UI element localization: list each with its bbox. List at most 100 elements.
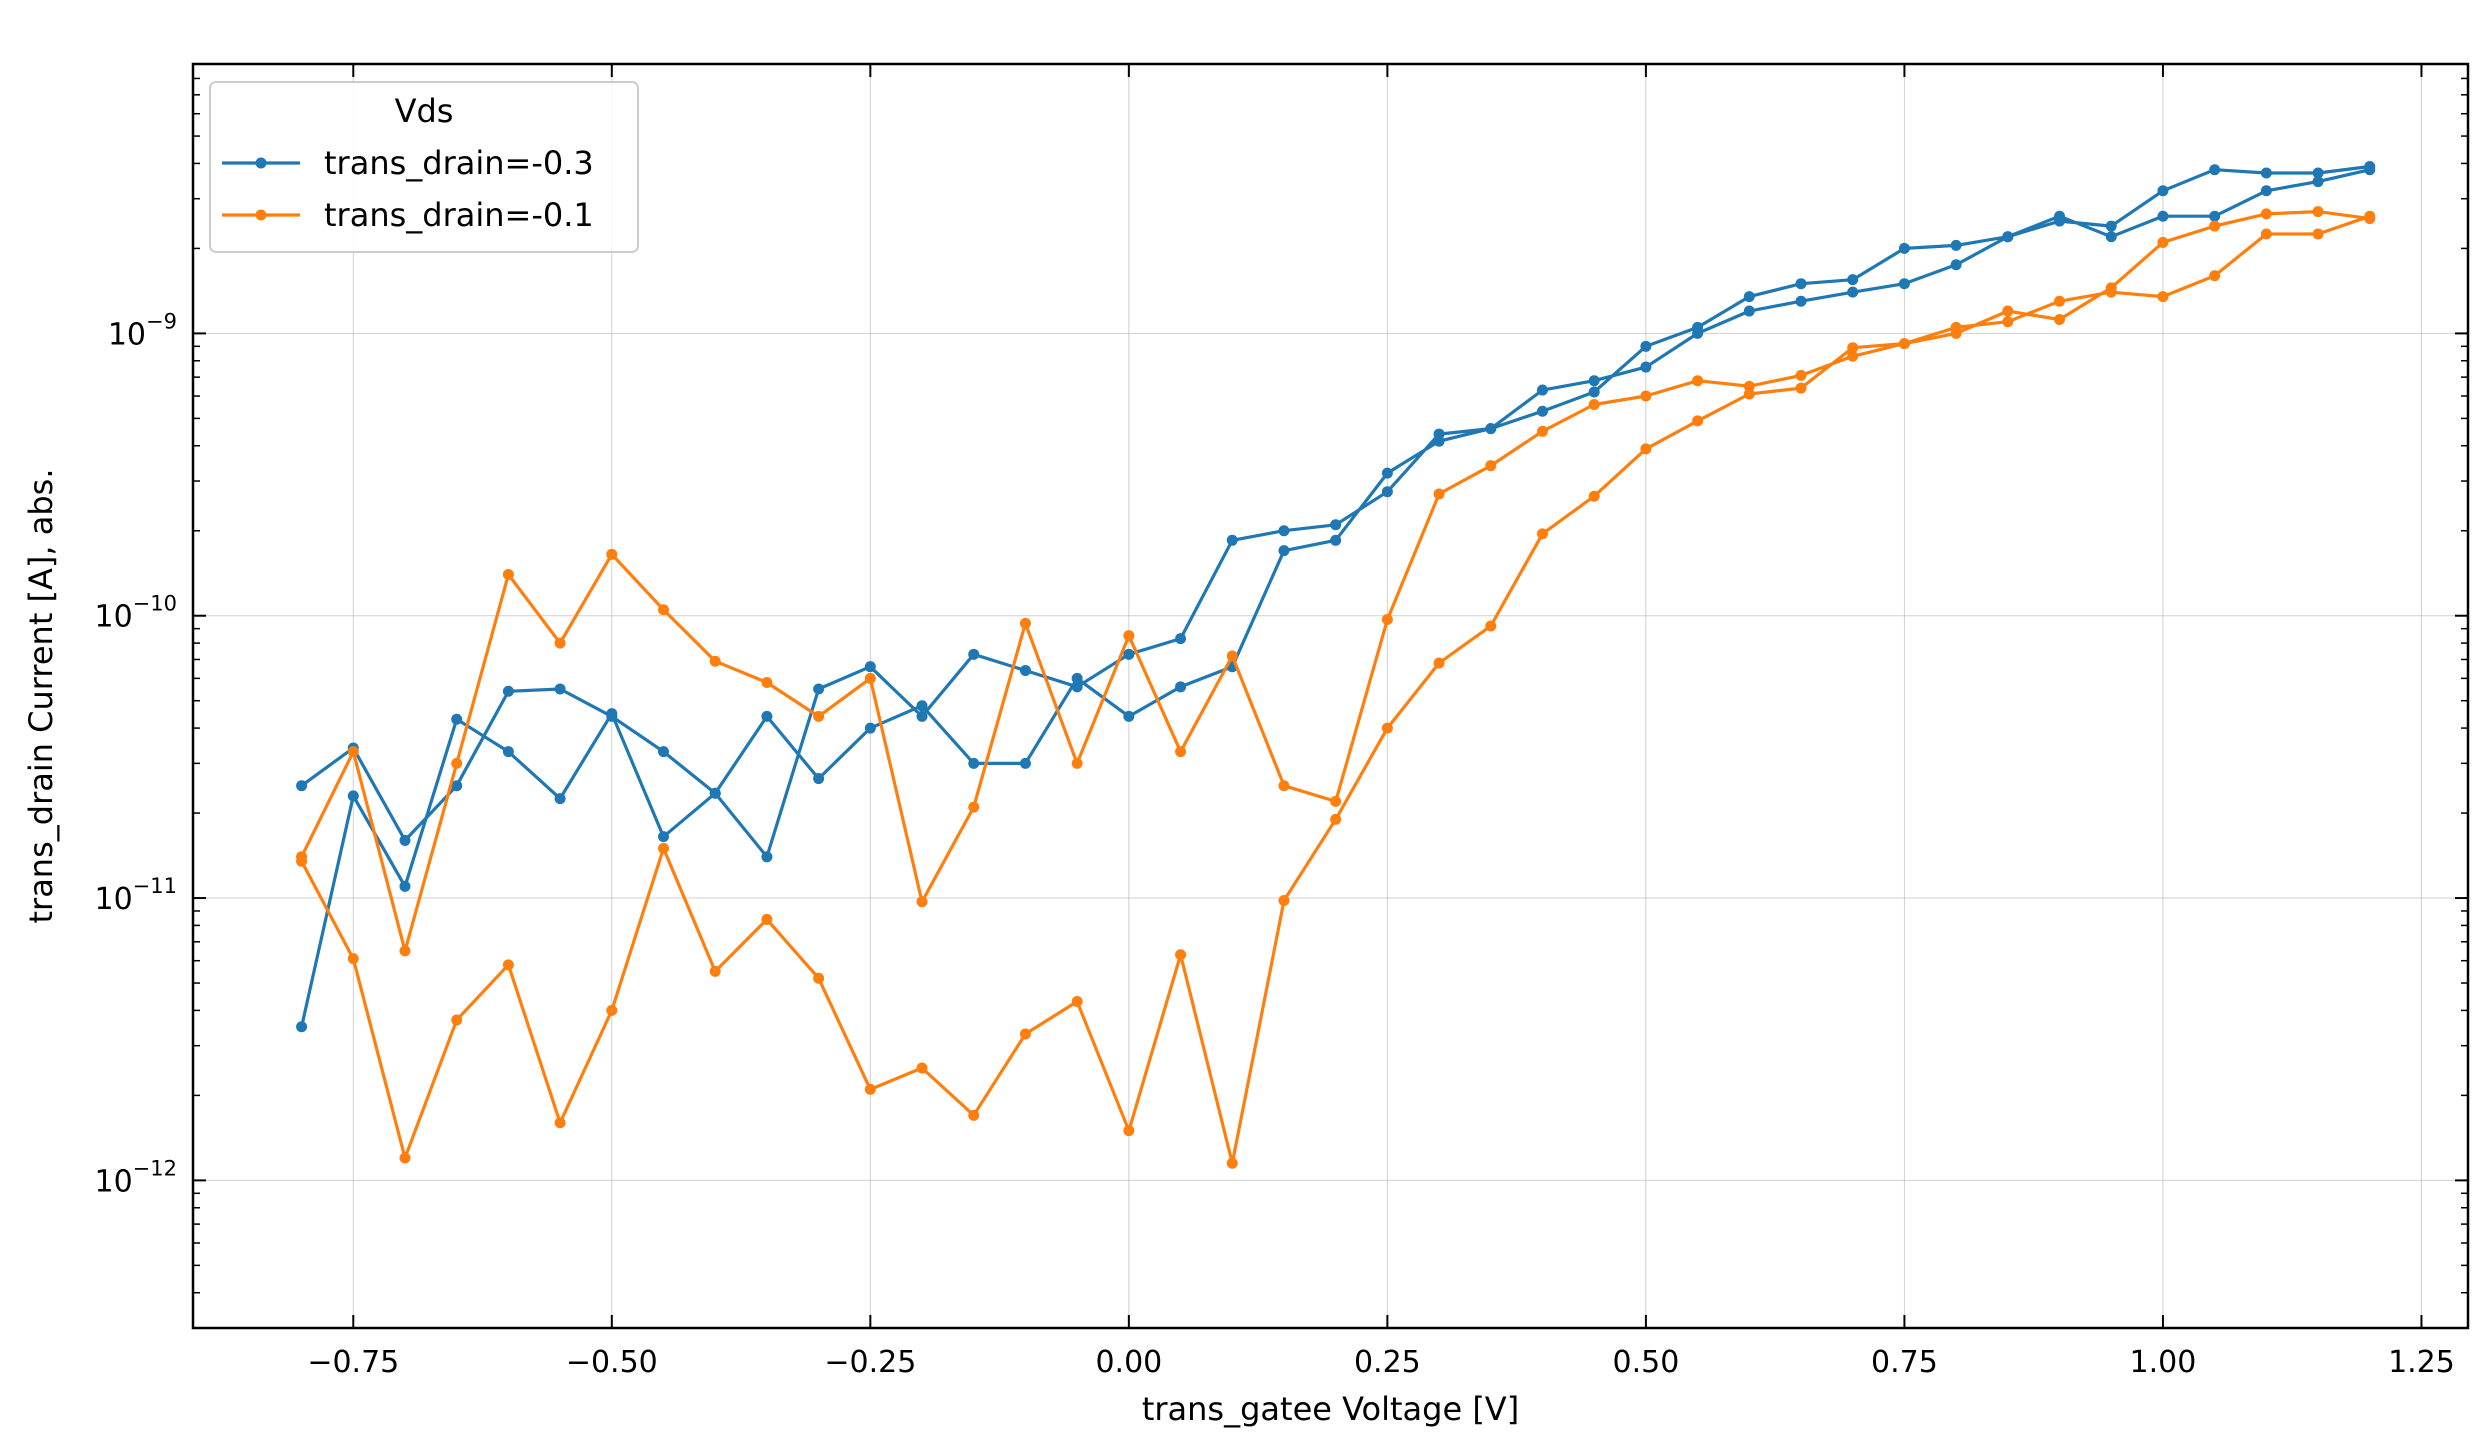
data-point (1898, 242, 1910, 254)
data-point (1847, 286, 1859, 298)
data-point (1071, 672, 1083, 684)
data-point (709, 965, 721, 977)
data-point (2105, 220, 2117, 232)
data-point (1330, 813, 1342, 825)
legend: Vds trans_drain=-0.3 trans_drain=-0.1 (209, 81, 639, 253)
data-point (1588, 398, 1600, 410)
data-point (761, 851, 773, 863)
data-point (1847, 350, 1859, 362)
data-point (1795, 278, 1807, 290)
data-point (1278, 545, 1290, 557)
data-point (1536, 384, 1548, 396)
x-tick-label: 0.75 (1871, 1345, 1938, 1380)
data-point (2260, 228, 2272, 240)
data-point (813, 773, 825, 785)
data-point (1175, 746, 1187, 758)
data-point (709, 655, 721, 667)
data-point (2054, 210, 2066, 222)
data-point (761, 913, 773, 925)
data-point (658, 604, 670, 616)
data-point (554, 793, 566, 805)
data-point (451, 1014, 463, 1026)
data-point (709, 787, 721, 799)
data-point (2054, 314, 2066, 326)
data-point (451, 757, 463, 769)
legend-marker (255, 209, 267, 221)
data-point (968, 757, 980, 769)
data-point (2312, 167, 2324, 179)
data-point (502, 568, 514, 580)
data-point (554, 637, 566, 649)
data-point (2312, 176, 2324, 188)
data-point (1743, 388, 1755, 400)
data-point (1433, 657, 1445, 669)
data-point (968, 801, 980, 813)
data-point (916, 700, 928, 712)
data-point (1743, 380, 1755, 392)
data-point (347, 953, 359, 965)
data-point (1692, 321, 1704, 333)
data-point (1640, 390, 1652, 402)
series-1 (296, 161, 2376, 1033)
data-point (1175, 949, 1187, 961)
x-tick-label: 0.00 (1095, 1345, 1162, 1380)
data-point (1898, 278, 1910, 290)
data-point (1433, 435, 1445, 447)
data-point (399, 834, 411, 846)
legend-item: trans_drain=-0.1 (222, 196, 594, 234)
data-point (658, 831, 670, 843)
data-point (1330, 534, 1342, 546)
data-point (1795, 369, 1807, 381)
data-point (813, 710, 825, 722)
legend-box (209, 81, 639, 253)
legend-marker (255, 157, 267, 169)
data-point (968, 1109, 980, 1121)
data-point (502, 959, 514, 971)
data-point (1898, 338, 1910, 350)
data-point (2209, 210, 2221, 222)
data-point (916, 1062, 928, 1074)
data-point (451, 713, 463, 725)
data-point (916, 710, 928, 722)
data-point (1536, 528, 1548, 540)
data-point (1795, 382, 1807, 394)
data-point (1536, 425, 1548, 437)
data-point (554, 1117, 566, 1129)
x-tick-label: 0.50 (1612, 1345, 1679, 1380)
data-point (1485, 460, 1497, 472)
legend-title: Vds (395, 92, 454, 130)
data-point (502, 685, 514, 697)
data-point (761, 710, 773, 722)
data-point (1381, 613, 1393, 625)
data-point (2157, 185, 2169, 197)
data-point (1588, 386, 1600, 398)
data-point (2260, 208, 2272, 220)
data-point (1950, 239, 1962, 251)
data-point (1123, 710, 1135, 722)
data-point (1692, 375, 1704, 387)
data-point (2260, 167, 2272, 179)
data-point (813, 972, 825, 984)
data-point (347, 746, 359, 758)
data-point (1433, 488, 1445, 500)
y-tick-labels: 10−12 10−11 10−10 10−9 (94, 309, 177, 1199)
y-tick-label: 10−10 (94, 592, 177, 635)
data-point (502, 746, 514, 758)
legend-items: trans_drain=-0.3 trans_drain=-0.1 (222, 144, 594, 234)
data-point (2260, 185, 2272, 197)
data-point (1640, 361, 1652, 373)
x-tick-label: 0.25 (1354, 1345, 1421, 1380)
data-point (1536, 405, 1548, 417)
data-point (1071, 757, 1083, 769)
data-point (399, 880, 411, 892)
y-tick-label: 10−9 (108, 309, 177, 352)
data-point (1123, 648, 1135, 660)
data-point (1330, 519, 1342, 531)
data-point (1485, 620, 1497, 632)
data-point (1175, 633, 1187, 645)
data-point (1123, 630, 1135, 642)
data-point (1330, 795, 1342, 807)
series-2 (296, 206, 2376, 1169)
data-point (1175, 681, 1187, 693)
